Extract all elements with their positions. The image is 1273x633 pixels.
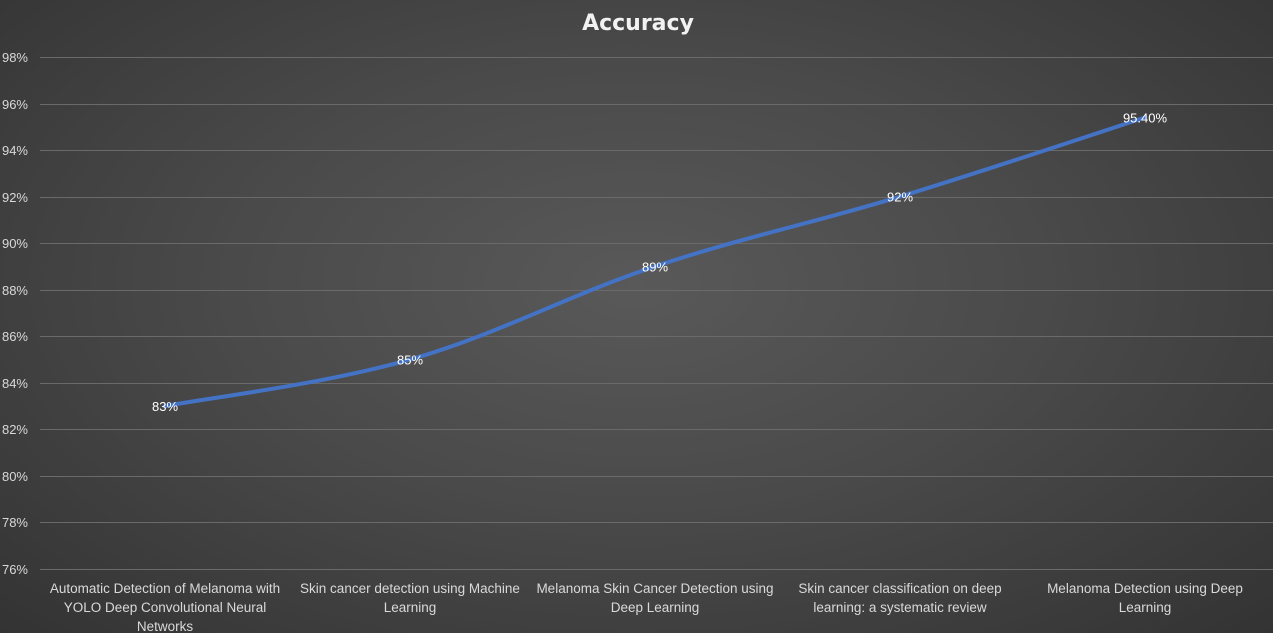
data-point bbox=[1143, 115, 1147, 120]
x-tick-label: Skin cancer classification on deep learni… bbox=[798, 581, 1001, 615]
y-tick-label: 98% bbox=[2, 50, 28, 65]
y-tick-label: 88% bbox=[2, 283, 28, 298]
y-tick-label: 82% bbox=[2, 422, 28, 437]
y-tick-label: 84% bbox=[2, 376, 28, 391]
gridlines bbox=[40, 57, 1273, 570]
x-tick-label: Melanoma Detection using Deep Learning bbox=[1047, 581, 1243, 615]
chart-title: Accuracy bbox=[582, 11, 694, 36]
data-label: 83% bbox=[152, 399, 178, 414]
y-tick-label: 86% bbox=[2, 329, 28, 344]
x-tick-label: Skin cancer detection using Machine Learn… bbox=[300, 581, 520, 615]
x-axis: Automatic Detection of Melanoma with YOLO… bbox=[50, 581, 1243, 633]
series-accuracy bbox=[163, 115, 1147, 409]
data-point bbox=[898, 194, 902, 199]
x-tick-label: Melanoma Skin Cancer Detection using Deep… bbox=[536, 581, 773, 615]
data-labels: 83% 85% 89% 92% 95.40% bbox=[152, 111, 1168, 415]
y-tick-label: 90% bbox=[2, 236, 28, 251]
data-label: 85% bbox=[397, 353, 423, 368]
x-tick-label: Automatic Detection of Melanoma with YOLO… bbox=[50, 581, 280, 633]
data-point bbox=[163, 404, 167, 409]
data-point bbox=[408, 357, 412, 362]
y-axis: 76% 78% 80% 82% 84% 86% 88% 90% 92% 94% 96% 98% bbox=[2, 50, 28, 577]
y-tick-label: 78% bbox=[2, 515, 28, 530]
data-label: 89% bbox=[642, 259, 668, 274]
data-point bbox=[653, 264, 657, 269]
y-tick-label: 94% bbox=[2, 143, 28, 158]
y-tick-label: 80% bbox=[2, 469, 28, 484]
data-label: 92% bbox=[887, 190, 913, 205]
y-tick-label: 96% bbox=[2, 97, 28, 112]
y-tick-label: 76% bbox=[2, 562, 28, 577]
y-tick-label: 92% bbox=[2, 190, 28, 205]
data-label: 95.40% bbox=[1123, 111, 1168, 126]
